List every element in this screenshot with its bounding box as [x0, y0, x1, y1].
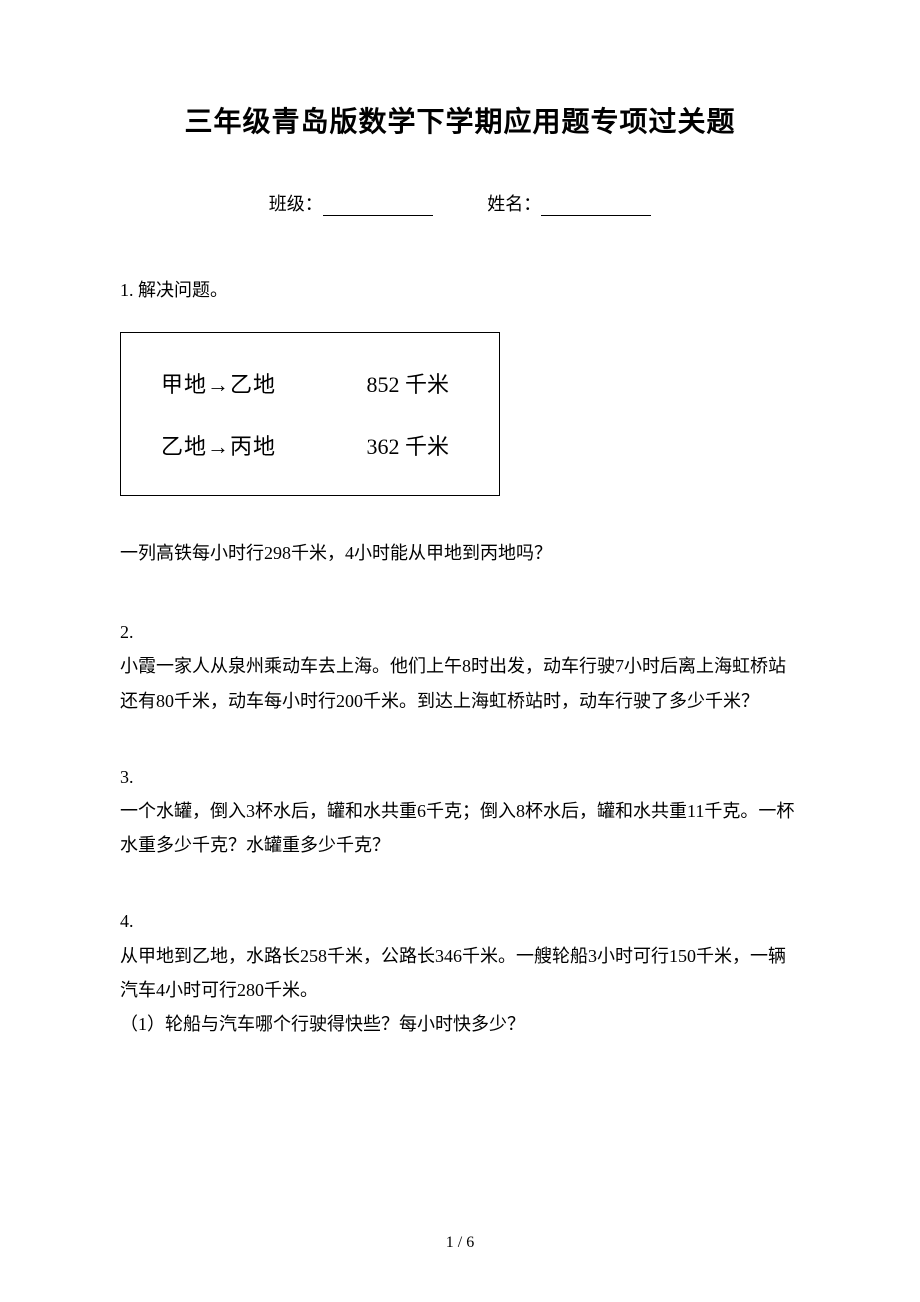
- distance-cell: 852 千米: [366, 367, 449, 399]
- distance-cell: 362 千米: [366, 429, 449, 461]
- question-1: 1. 解决问题。 甲地→乙地 852 千米 乙地→丙地 362 千米 一列高铁每…: [120, 276, 800, 570]
- q2-body: 小霞一家人从泉州乘动车去上海。他们上午8时出发，动车行驶7小时后离上海虹桥站还有…: [120, 649, 800, 717]
- question-4: 4. 从甲地到乙地，水路长258千米，公路长346千米。一艘轮船3小时可行150…: [120, 904, 800, 1041]
- question-2: 2. 小霞一家人从泉州乘动车去上海。他们上午8时出发，动车行驶7小时后离上海虹桥…: [120, 615, 800, 718]
- class-blank[interactable]: [323, 198, 433, 216]
- q4-number: 4.: [120, 904, 800, 938]
- q1-number: 1.: [120, 280, 134, 300]
- question-3: 3. 一个水罐，倒入3杯水后，罐和水共重6千克；倒入8杯水后，罐和水共重11千克…: [120, 760, 800, 863]
- q3-number: 3.: [120, 760, 800, 794]
- page-footer: 1 / 6: [0, 1234, 920, 1252]
- table-row: 乙地→丙地 362 千米: [151, 423, 469, 467]
- name-blank[interactable]: [541, 198, 651, 216]
- page-current: 1: [446, 1234, 454, 1251]
- q1-heading-text: 解决问题。: [138, 280, 228, 300]
- q1-heading: 1. 解决问题。: [120, 276, 800, 302]
- q2-number: 2.: [120, 615, 800, 649]
- class-label: 班级：: [269, 190, 323, 216]
- q4-sub1: （1）轮船与汽车哪个行驶得快些？每小时快多少？: [120, 1007, 800, 1041]
- q1-followup-text: 一列高铁每小时行298千米，4小时能从甲地到丙地吗？: [120, 536, 800, 570]
- name-label: 姓名：: [487, 190, 541, 216]
- route-cell: 甲地→乙地: [161, 367, 276, 399]
- distance-table: 甲地→乙地 852 千米 乙地→丙地 362 千米: [120, 332, 500, 496]
- route-cell: 乙地→丙地: [161, 429, 276, 461]
- page-total: 6: [466, 1234, 474, 1251]
- document-title: 三年级青岛版数学下学期应用题专项过关题: [120, 100, 800, 140]
- page-separator: /: [454, 1234, 466, 1251]
- q4-body: 从甲地到乙地，水路长258千米，公路长346千米。一艘轮船3小时可行150千米，…: [120, 939, 800, 1007]
- table-row: 甲地→乙地 852 千米: [151, 361, 469, 405]
- student-info-row: 班级： 姓名：: [120, 190, 800, 216]
- q3-body: 一个水罐，倒入3杯水后，罐和水共重6千克；倒入8杯水后，罐和水共重11千克。一杯…: [120, 794, 800, 862]
